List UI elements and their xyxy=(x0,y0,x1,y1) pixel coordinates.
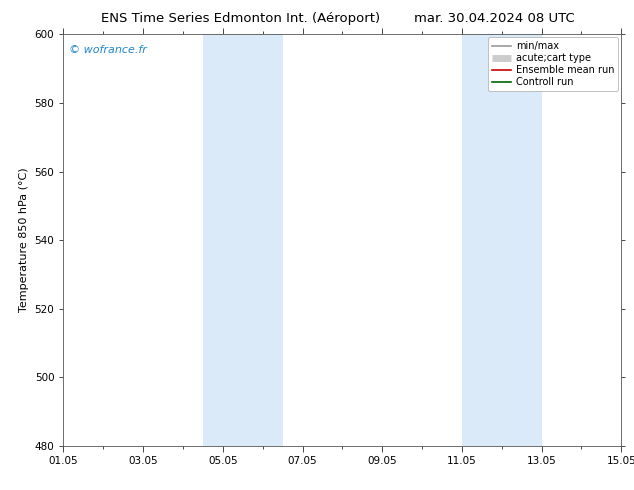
Text: ENS Time Series Edmonton Int. (Aéroport): ENS Time Series Edmonton Int. (Aéroport) xyxy=(101,12,380,25)
Text: mar. 30.04.2024 08 UTC: mar. 30.04.2024 08 UTC xyxy=(414,12,575,25)
Legend: min/max, acute;cart type, Ensemble mean run, Controll run: min/max, acute;cart type, Ensemble mean … xyxy=(488,37,618,91)
Y-axis label: Temperature 850 hPa (°C): Temperature 850 hPa (°C) xyxy=(19,168,29,313)
Bar xyxy=(462,34,541,446)
Bar xyxy=(203,34,283,446)
Text: © wofrance.fr: © wofrance.fr xyxy=(69,45,147,54)
